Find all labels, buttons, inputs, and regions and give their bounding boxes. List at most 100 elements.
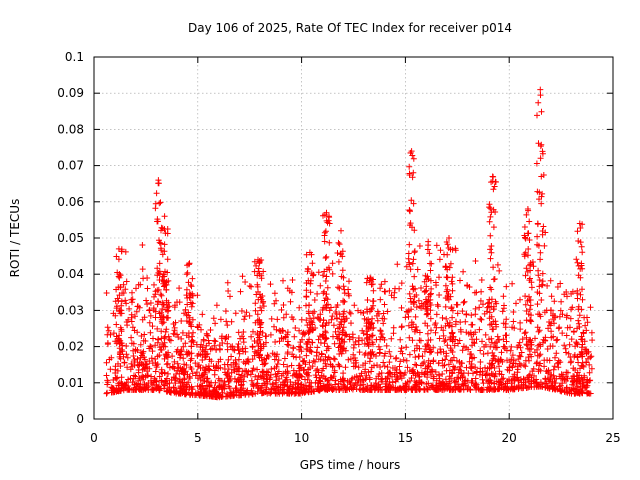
data-point bbox=[428, 285, 435, 292]
data-point bbox=[406, 241, 413, 248]
data-point bbox=[536, 383, 543, 390]
data-point bbox=[269, 350, 276, 357]
data-point bbox=[185, 334, 192, 341]
data-point bbox=[583, 359, 590, 366]
data-point bbox=[489, 173, 496, 180]
data-point bbox=[411, 227, 418, 234]
data-point bbox=[284, 350, 291, 357]
data-point bbox=[578, 351, 584, 358]
data-point bbox=[180, 343, 187, 350]
data-point bbox=[491, 373, 498, 380]
data-point bbox=[567, 359, 574, 366]
data-point bbox=[522, 329, 529, 336]
data-point bbox=[551, 298, 558, 305]
data-point bbox=[143, 297, 150, 304]
data-point bbox=[574, 295, 581, 302]
data-point bbox=[466, 386, 473, 393]
data-point bbox=[216, 345, 223, 352]
data-point bbox=[360, 310, 367, 316]
data-point bbox=[207, 346, 214, 353]
data-point bbox=[213, 302, 220, 309]
data-point bbox=[352, 338, 359, 345]
data-point bbox=[491, 183, 498, 190]
data-point bbox=[262, 380, 269, 387]
data-point bbox=[444, 274, 451, 281]
data-point bbox=[405, 313, 412, 320]
data-point bbox=[588, 353, 595, 360]
data-point bbox=[304, 268, 311, 275]
data-point bbox=[324, 296, 331, 303]
data-point bbox=[523, 317, 530, 324]
data-point bbox=[462, 377, 469, 384]
data-point bbox=[164, 256, 171, 263]
data-point bbox=[249, 344, 256, 351]
data-point bbox=[486, 296, 493, 303]
data-point bbox=[242, 345, 249, 352]
data-point bbox=[426, 250, 433, 257]
data-point bbox=[359, 387, 366, 393]
data-point bbox=[486, 309, 493, 316]
data-point bbox=[427, 296, 434, 303]
data-point bbox=[364, 297, 371, 303]
data-point bbox=[133, 285, 139, 292]
data-point bbox=[325, 354, 332, 361]
data-point bbox=[437, 247, 444, 254]
data-point bbox=[256, 318, 263, 324]
data-point bbox=[118, 346, 125, 353]
data-point bbox=[482, 341, 489, 348]
data-point bbox=[497, 357, 504, 364]
data-point bbox=[487, 343, 494, 350]
data-point bbox=[484, 300, 491, 307]
data-point bbox=[579, 384, 586, 391]
data-point bbox=[259, 369, 266, 376]
data-point bbox=[156, 277, 163, 283]
data-point bbox=[341, 308, 348, 315]
data-point bbox=[446, 235, 452, 241]
data-point bbox=[442, 376, 449, 383]
data-point bbox=[314, 290, 321, 297]
data-point bbox=[210, 363, 217, 370]
data-point bbox=[583, 327, 590, 334]
data-point bbox=[435, 360, 442, 366]
data-point bbox=[307, 280, 314, 287]
data-point bbox=[152, 308, 159, 315]
data-point bbox=[193, 369, 200, 376]
data-point bbox=[517, 319, 524, 326]
data-point bbox=[346, 336, 353, 343]
data-point bbox=[410, 285, 417, 292]
data-point bbox=[268, 386, 275, 393]
data-point bbox=[557, 280, 564, 287]
data-point bbox=[527, 341, 534, 348]
data-point bbox=[323, 273, 330, 280]
data-point bbox=[309, 260, 316, 267]
data-point bbox=[416, 353, 422, 360]
y-tick-label: 0.06 bbox=[57, 195, 84, 209]
data-point bbox=[315, 269, 322, 276]
data-point bbox=[323, 335, 330, 342]
data-point bbox=[149, 323, 156, 330]
data-point bbox=[407, 220, 414, 227]
data-point bbox=[389, 379, 396, 386]
x-axis-label: GPS time / hours bbox=[300, 458, 401, 472]
data-point bbox=[556, 383, 563, 390]
data-point bbox=[219, 340, 226, 346]
data-point bbox=[392, 384, 399, 391]
data-point bbox=[406, 351, 413, 358]
data-point bbox=[525, 338, 532, 345]
data-point bbox=[315, 315, 322, 322]
data-point bbox=[530, 378, 537, 385]
data-point bbox=[233, 385, 240, 392]
data-point bbox=[460, 386, 467, 393]
data-point bbox=[263, 384, 270, 391]
data-point bbox=[480, 386, 487, 393]
data-point bbox=[490, 206, 497, 213]
data-point bbox=[262, 360, 269, 367]
data-point bbox=[219, 385, 226, 392]
data-point bbox=[103, 372, 110, 379]
data-point bbox=[254, 376, 261, 383]
data-point bbox=[534, 112, 540, 119]
data-point bbox=[477, 347, 484, 354]
data-point bbox=[335, 284, 341, 291]
data-point bbox=[377, 346, 384, 353]
data-point bbox=[523, 265, 530, 272]
